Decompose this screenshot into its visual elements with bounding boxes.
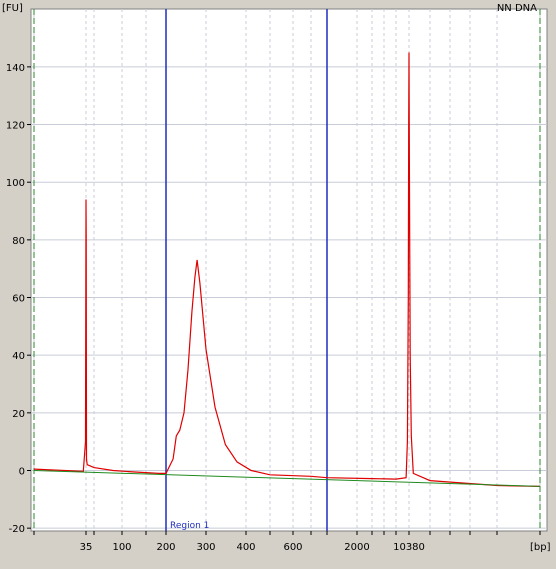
series-lines xyxy=(33,52,541,487)
region-label: Region 1 xyxy=(170,521,209,531)
y-tick-label: -20 xyxy=(9,524,25,535)
x-tick-label: 10380 xyxy=(393,542,425,553)
y-tick-label: 80 xyxy=(12,236,25,247)
x-tick-label: 600 xyxy=(283,542,302,553)
chart-title: NN DNA xyxy=(497,3,537,14)
axis-labels: -20 0 20 40 60 80 100 120 140 35 100 200 300 400 600 20… xyxy=(6,63,425,553)
y-tick-label: 20 xyxy=(12,409,25,420)
plot-area xyxy=(30,8,548,532)
region-lines xyxy=(165,9,328,531)
x-tick-label: 2000 xyxy=(344,542,369,553)
trace-line xyxy=(33,52,541,487)
x-axis-label: [bp] xyxy=(530,542,551,553)
marker-lines xyxy=(33,9,541,531)
y-tick-label: 140 xyxy=(6,63,25,74)
baseline-line xyxy=(33,470,541,487)
y-tick-label: 0 xyxy=(19,467,25,478)
y-tick-label: 100 xyxy=(6,178,25,189)
x-tick-label: 400 xyxy=(236,542,255,553)
x-tick-label: 300 xyxy=(196,542,215,553)
x-tick-label: 100 xyxy=(112,542,131,553)
y-axis-label: [FU] xyxy=(2,3,23,14)
x-tick-label: 35 xyxy=(80,542,93,553)
y-tick-label: 40 xyxy=(12,351,25,362)
y-tick-label: 60 xyxy=(12,294,25,305)
x-tick-label: 200 xyxy=(156,542,175,553)
y-tick-label: 120 xyxy=(6,121,25,132)
